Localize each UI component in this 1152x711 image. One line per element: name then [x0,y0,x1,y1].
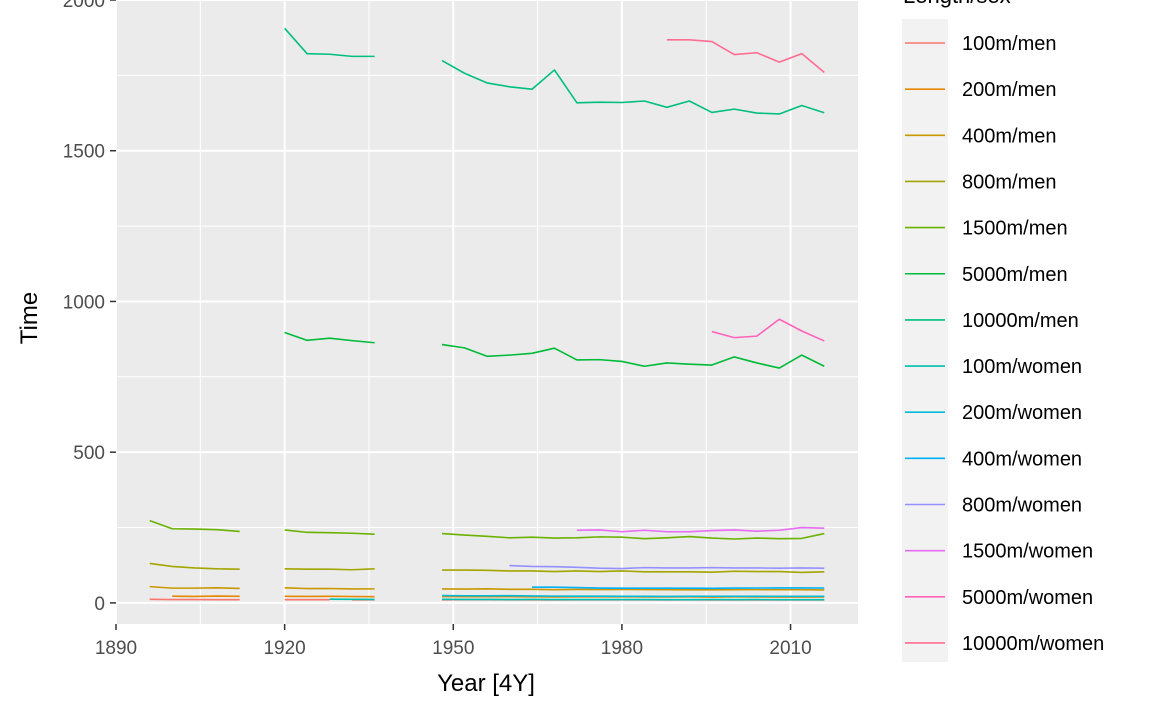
series-1500m-men [149,519,825,540]
series-line-1500m-men [149,519,240,533]
x-tick-label: 1890 [95,638,137,659]
legend-label-1500m-women: 1500m/women [962,541,1093,563]
series-line-400m-men [149,585,240,590]
series-line-5000m-women [711,318,825,342]
series-line-400m-women [531,586,825,590]
x-tick-label: 1980 [601,638,643,659]
legend-label-100m-women: 100m/women [962,356,1082,378]
series-100m-women [329,598,825,601]
y-tick-label: 0 [94,594,105,615]
series-line-10000m-men [441,59,825,115]
legend-label-100m-men: 100m/men [962,33,1057,55]
legend-item-5000m-women: 5000m/women [905,587,1093,609]
series-10000m-men [284,27,825,115]
legend-label-200m-women: 200m/women [962,402,1082,424]
legend-label-800m-men: 800m/men [962,171,1057,193]
legend-label-10000m-men: 10000m/men [962,310,1079,332]
legend-item-400m-men: 400m/men [905,125,1057,147]
legend-item-5000m-men: 5000m/men [905,264,1068,286]
series-line-400m-men [284,587,375,590]
legend-item-100m-men: 100m/men [905,33,1057,55]
legend: Length/sex 100m/men 200m/men 400m/men 800m/… [902,0,1104,662]
legend-label-400m-women: 400m/women [962,448,1082,470]
legend-item-200m-women: 200m/women [905,402,1082,424]
x-axis-title: Year [4Y] [437,670,535,697]
series-line-200m-women [442,594,825,598]
legend-item-1500m-men: 1500m/men [905,218,1068,240]
x-axis: 1890 1920 1950 1980 2010 [95,624,812,659]
legend-item-100m-women: 100m/women [905,356,1082,378]
legend-item-10000m-men: 10000m/men [905,310,1079,332]
series-200m-women [442,594,825,598]
series-line-5000m-men [441,343,825,369]
legend-label-1500m-men: 1500m/men [962,218,1068,240]
y-tick-label: 1000 [63,292,105,313]
series-5000m-women [711,318,825,342]
major-gridlines [115,0,858,624]
y-tick-label: 500 [73,443,105,464]
y-tick-label: 2000 [63,0,105,12]
legend-label-800m-women: 800m/women [962,495,1082,517]
series-400m-women [531,586,825,590]
series-1500m-women [576,526,825,533]
y-tick-label: 1500 [63,142,105,163]
series-line-1500m-men [441,532,825,540]
series-10000m-women [666,38,825,73]
x-tick-label: 1950 [432,638,474,659]
legend-label-200m-men: 200m/men [962,79,1057,101]
y-axis: 0 500 1000 1500 2000 [63,0,116,615]
series-5000m-men [284,331,825,369]
series-line-1500m-men [284,529,375,535]
x-tick-label: 2010 [769,638,811,659]
legend-item-200m-men: 200m/men [905,79,1057,101]
series-800m-women [509,564,825,570]
legend-title: Length/sex [903,0,1011,8]
legend-label-400m-men: 400m/men [962,125,1057,147]
series-line-5000m-men [284,331,375,344]
legend-label-10000m-women: 10000m/women [962,633,1104,655]
series-line-10000m-women [666,38,825,73]
legend-item-10000m-women: 10000m/women [905,633,1104,655]
series-line-400m-men [442,588,825,591]
series-line-800m-women [509,564,825,570]
series-800m-men [149,562,825,574]
plot-panel [116,0,858,624]
legend-item-800m-women: 800m/women [905,495,1082,517]
series-line-10000m-men [284,27,375,58]
legend-item-400m-women: 400m/women [905,448,1082,470]
legend-label-5000m-men: 5000m/men [962,264,1068,286]
legend-item-800m-men: 800m/men [905,171,1057,193]
legend-label-5000m-women: 5000m/women [962,587,1093,609]
series-line-1500m-women [576,526,825,533]
series-line-800m-men [284,568,375,571]
series-400m-men [149,585,825,591]
minor-gridlines [116,0,858,624]
series-line-800m-men [149,562,240,570]
y-axis-title: Time [16,292,43,344]
legend-item-1500m-women: 1500m/women [905,541,1093,563]
legend-panel [902,19,948,662]
x-tick-label: 1920 [263,638,305,659]
series-lines [149,27,825,601]
series-line-800m-men [442,569,825,574]
